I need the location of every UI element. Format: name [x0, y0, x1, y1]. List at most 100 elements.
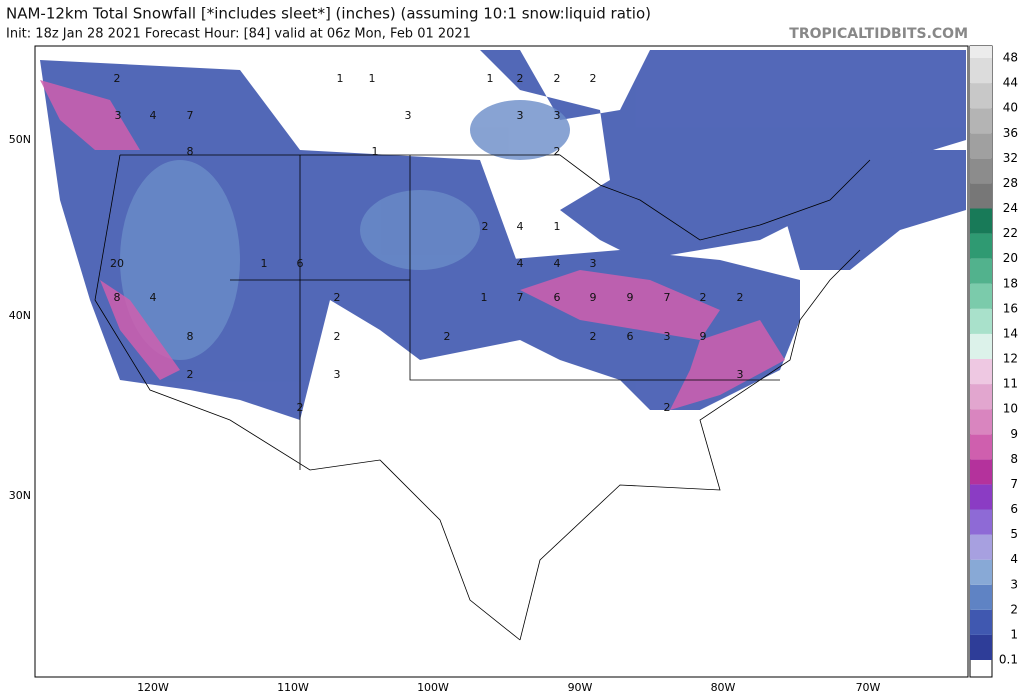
lon-label: 70W — [856, 681, 881, 694]
map — [34, 45, 969, 678]
snow-label: 3 — [405, 109, 412, 122]
snow-label: 3 — [590, 257, 597, 270]
colorbar-label: 1 — [1010, 627, 1018, 641]
snow-label: 2 — [664, 401, 671, 414]
lat-label: 30N — [9, 489, 31, 502]
snow-label: 2 — [187, 368, 194, 381]
snow-label: 20 — [110, 257, 124, 270]
snow-label: 8 — [187, 330, 194, 343]
snow-label: 2 — [482, 220, 489, 233]
colorbar-swatch — [970, 634, 992, 660]
snow-label: 6 — [297, 257, 304, 270]
colorbar-label: 28 — [1003, 176, 1018, 190]
snow-label: 4 — [150, 109, 157, 122]
colorbar-label: 3 — [1010, 577, 1018, 591]
snow-label: 4 — [517, 257, 524, 270]
snow-label: 3 — [737, 368, 744, 381]
snow-label: 2 — [590, 330, 597, 343]
border — [94, 154, 521, 641]
colorbar-swatch — [970, 183, 992, 209]
borders — [94, 154, 871, 641]
snow-label: 2 — [444, 330, 451, 343]
colorbar-label: 10 — [1003, 402, 1018, 416]
colorbar-swatch — [970, 233, 992, 259]
snow-label: 3 — [517, 109, 524, 122]
snow-label: 1 — [369, 72, 376, 85]
snow-label: 2 — [517, 72, 524, 85]
snow-label: 1 — [487, 72, 494, 85]
colorbar-label: 14 — [1003, 326, 1018, 340]
snow-label: 2 — [590, 72, 597, 85]
snow-area — [670, 320, 785, 410]
colorbar-label: 6 — [1010, 502, 1018, 516]
snow-label: 2 — [737, 291, 744, 304]
colorbar-swatch — [970, 158, 992, 184]
snow-label: 4 — [517, 220, 524, 233]
colorbar-label: 7 — [1010, 477, 1018, 491]
lon-label: 80W — [711, 681, 736, 694]
colorbar-swatch — [970, 409, 992, 435]
snow-label: 1 — [554, 220, 561, 233]
colorbar-label: 11 — [1003, 377, 1018, 391]
snow-area — [36, 50, 966, 260]
snow-area — [40, 80, 140, 150]
snow-areas-heavy — [40, 80, 785, 410]
colorbar-swatch — [970, 283, 992, 309]
lon-label: 90W — [568, 681, 593, 694]
lon-label: 110W — [277, 681, 309, 694]
colorbar-label: 48 — [1003, 51, 1018, 65]
snow-area — [100, 280, 180, 380]
snow-label: 6 — [627, 330, 634, 343]
snow-area — [120, 160, 240, 360]
snow-area — [520, 270, 720, 340]
colorbar-swatch — [970, 46, 992, 58]
colorbar-label: 2 — [1010, 602, 1018, 616]
snow-label: 7 — [664, 291, 671, 304]
colorbar-label: 24 — [1003, 201, 1018, 215]
colorbar-label: 18 — [1003, 276, 1018, 290]
colorbar-label: 22 — [1003, 226, 1018, 240]
snow-area — [470, 100, 570, 160]
lon-label: 100W — [417, 681, 449, 694]
colorbar-label: 8 — [1010, 452, 1018, 466]
snow-label: 9 — [590, 291, 597, 304]
colorbar-swatch — [970, 83, 992, 109]
colorbar-swatch — [970, 359, 992, 385]
colorbar-label: 40 — [1003, 101, 1018, 115]
colorbar-swatch — [970, 108, 992, 134]
colorbar-label: 5 — [1010, 527, 1018, 541]
colorbar-swatch — [970, 133, 992, 159]
colorbar-swatch — [970, 384, 992, 410]
colorbar-label: 20 — [1003, 251, 1018, 265]
snow-label: 2 — [700, 291, 707, 304]
colorbar-swatch — [970, 434, 992, 460]
snow-label: 2 — [334, 330, 341, 343]
colorbar-swatch — [970, 509, 992, 535]
colorbar-label: 0.1 — [999, 653, 1018, 667]
snow-label: 3 — [334, 368, 341, 381]
snow-label: 2 — [554, 72, 561, 85]
colorbar-swatch — [970, 208, 992, 234]
snow-label: 2 — [114, 72, 121, 85]
colorbar-swatch — [970, 609, 992, 635]
colorbar-label: 9 — [1010, 427, 1018, 441]
colorbar-swatch — [970, 308, 992, 334]
snow-label: 7 — [187, 109, 194, 122]
snow-label: 1 — [261, 257, 268, 270]
snow-label: 8 — [114, 291, 121, 304]
colorbar-swatch — [970, 58, 992, 84]
colorbar-swatch — [970, 534, 992, 560]
subtitle: Init: 18z Jan 28 2021 Forecast Hour: [84… — [6, 27, 471, 42]
colorbar-label: 4 — [1010, 552, 1018, 566]
snow-label: 2 — [554, 145, 561, 158]
colorbar-swatch — [970, 584, 992, 610]
snow-label: 2 — [297, 401, 304, 414]
snow-label: 1 — [337, 72, 344, 85]
colorbar-swatch — [970, 258, 992, 284]
colorbar-label: 36 — [1003, 126, 1018, 140]
snow-label: 1 — [481, 291, 488, 304]
colorbar-label: 16 — [1003, 301, 1018, 315]
snow-label: 3 — [115, 109, 122, 122]
snow-area — [360, 190, 480, 270]
